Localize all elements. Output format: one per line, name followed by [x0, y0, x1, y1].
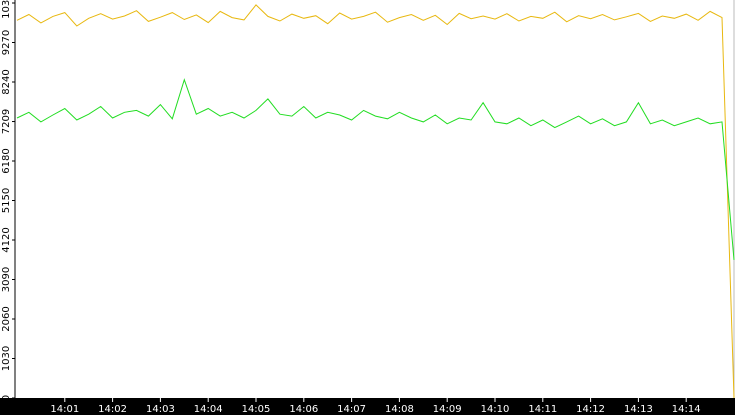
x-tick-label: 14:11	[528, 404, 557, 415]
y-tick-label: 1030	[1, 346, 12, 371]
x-tick-label: 14:13	[624, 404, 653, 415]
x-tick-label: 14:14	[672, 404, 701, 415]
x-tick-label: 14:09	[433, 404, 462, 415]
y-tick-label: 5150	[1, 188, 12, 213]
line-series	[16, 78, 735, 260]
y-tick-label: 4120	[1, 227, 12, 252]
line-series	[16, 4, 735, 399]
y-tick-label: 3090	[1, 267, 12, 292]
y-tick-label: 2060	[1, 306, 12, 331]
x-tick-label: 14:02	[98, 404, 127, 415]
y-tick-label: 9270	[1, 30, 12, 55]
y-tick-label: 7209	[1, 109, 12, 134]
x-tick-label: 14:12	[576, 404, 605, 415]
y-tick-label: 8240	[1, 69, 12, 94]
y-tick-label: 0	[1, 395, 12, 401]
x-tick-label: 14:01	[50, 404, 79, 415]
x-tick-label: 14:05	[242, 404, 271, 415]
y-tick-label: 10300	[1, 0, 12, 19]
x-tick-label: 14:10	[481, 404, 510, 415]
x-tick-label: 14:03	[146, 404, 175, 415]
x-tick-label: 14:06	[289, 404, 318, 415]
x-tick-label: 14:08	[385, 404, 414, 415]
x-tick-label: 14:07	[337, 404, 366, 415]
y-tick-label: 6180	[1, 148, 12, 173]
x-tick-label: 14:04	[194, 404, 223, 415]
x-axis-bar	[0, 398, 735, 415]
